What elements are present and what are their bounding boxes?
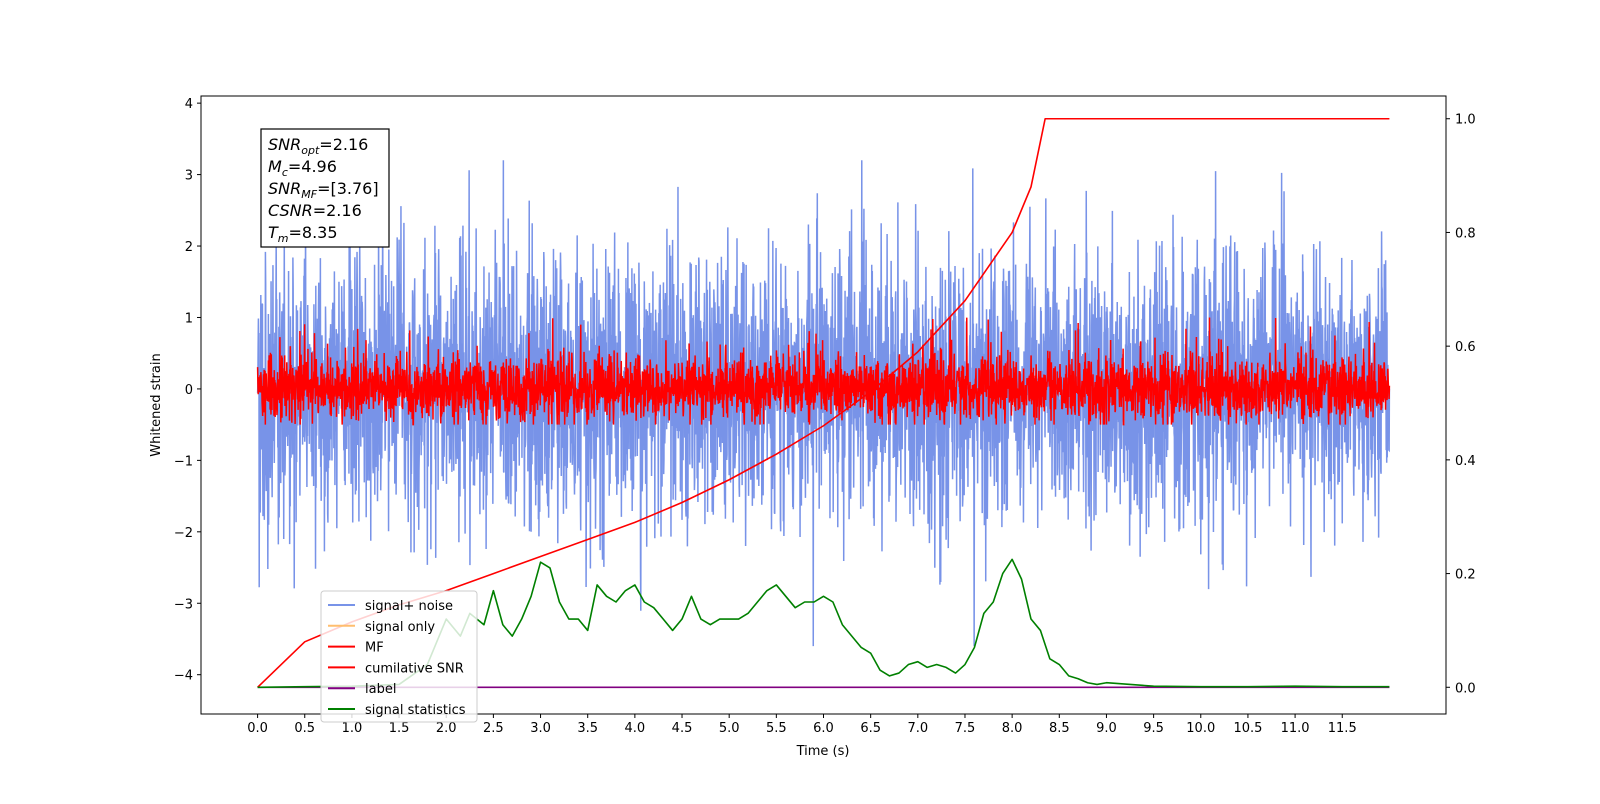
legend-label: MF bbox=[365, 641, 384, 656]
annotation-symbol: SNR bbox=[268, 135, 301, 154]
x-tick-label: 5.0 bbox=[719, 721, 740, 736]
y-tick-label: 0 bbox=[185, 383, 193, 398]
annotation-subscript: c bbox=[282, 166, 288, 179]
y-tick-label: −4 bbox=[174, 669, 193, 684]
x-tick-label: 9.5 bbox=[1143, 721, 1164, 736]
x-tick-label: 0.5 bbox=[294, 721, 315, 736]
x-tick-label: 11.5 bbox=[1328, 721, 1357, 736]
series-mf-line bbox=[256, 317, 1391, 426]
y-tick-label: −2 bbox=[174, 526, 193, 541]
annotation-symbol: M bbox=[268, 157, 282, 176]
legend-label: signal only bbox=[365, 620, 435, 635]
x-tick-label: 6.5 bbox=[860, 721, 881, 736]
x-tick-label: 7.5 bbox=[955, 721, 976, 736]
annotation-symbol: T bbox=[268, 223, 279, 242]
x-tick-label: 8.0 bbox=[1002, 721, 1023, 736]
x-tick-label: 4.0 bbox=[625, 721, 646, 736]
legend: signal+ noise signal only MF cumilative SNR… bbox=[320, 590, 478, 723]
y2-tick-label: 0.4 bbox=[1455, 454, 1476, 469]
annotation-value: =2.16 bbox=[319, 135, 368, 154]
annotation-subscript: MF bbox=[301, 188, 317, 201]
annotation-line: CSNR=2.16 bbox=[268, 201, 362, 220]
y2-axis-ticks: 1.0 0.8 0.6 0.4 0.2 0.0 bbox=[1446, 113, 1476, 696]
y-tick-label: −1 bbox=[174, 454, 193, 469]
annotation-line: SNRMF=[3.76] bbox=[268, 179, 379, 201]
annotation-symbol: SNR bbox=[268, 179, 301, 198]
annotation-value: =4.96 bbox=[288, 157, 337, 176]
x-axis-title: Time (s) bbox=[796, 744, 850, 759]
series-signal-statistics-line bbox=[257, 558, 1390, 689]
annotation-line: SNRopt=2.16 bbox=[268, 135, 368, 157]
y2-tick-label: 0.2 bbox=[1455, 568, 1476, 583]
annotation-subscript: opt bbox=[301, 144, 320, 157]
x-tick-label: 3.5 bbox=[577, 721, 598, 736]
x-axis-ticks: 0.0 0.5 1.0 1.5 2.0 2.5 3.0 3.5 4.0 4.5 5.0 5.5 6.0 6… bbox=[247, 714, 1357, 736]
annotation-value: =[3.76] bbox=[317, 179, 379, 198]
x-tick-label: 7.0 bbox=[907, 721, 928, 736]
x-tick-label: 1.0 bbox=[342, 721, 363, 736]
annotation-value: =2.16 bbox=[313, 201, 362, 220]
y-tick-label: −3 bbox=[174, 597, 193, 612]
annotation-line: Tm=8.35 bbox=[268, 223, 338, 245]
annotation-line: Mc=4.96 bbox=[268, 157, 337, 179]
x-tick-label: 11.0 bbox=[1281, 721, 1310, 736]
y2-tick-label: 0.8 bbox=[1455, 226, 1476, 241]
x-tick-label: 10.5 bbox=[1233, 721, 1262, 736]
legend-label: signal statistics bbox=[365, 703, 466, 718]
x-tick-label: 4.5 bbox=[672, 721, 693, 736]
x-tick-label: 10.0 bbox=[1186, 721, 1215, 736]
annotation-box-frame bbox=[260, 128, 390, 248]
legend-frame bbox=[320, 590, 478, 723]
series-signal-noise-line bbox=[256, 160, 1391, 647]
x-tick-label: 9.0 bbox=[1096, 721, 1117, 736]
annotation-subscript: m bbox=[278, 232, 289, 245]
y-tick-label: 2 bbox=[185, 240, 193, 255]
x-tick-label: 5.5 bbox=[766, 721, 787, 736]
x-tick-label: 2.0 bbox=[436, 721, 457, 736]
y2-tick-label: 1.0 bbox=[1455, 113, 1476, 128]
x-tick-label: 1.5 bbox=[389, 721, 410, 736]
y-axis-title: Whitened strain bbox=[149, 353, 164, 456]
y2-tick-label: 0.6 bbox=[1455, 340, 1476, 355]
x-tick-label: 6.0 bbox=[813, 721, 834, 736]
y2-tick-label: 0.0 bbox=[1455, 681, 1476, 696]
x-tick-label: 2.5 bbox=[483, 721, 504, 736]
y-tick-label: 4 bbox=[185, 97, 193, 112]
x-tick-label: 8.5 bbox=[1049, 721, 1070, 736]
legend-label: cumilative SNR bbox=[365, 661, 464, 676]
legend-label: signal+ noise bbox=[365, 599, 453, 614]
x-tick-label: 3.0 bbox=[530, 721, 551, 736]
y-tick-label: 3 bbox=[185, 169, 193, 184]
annotation-symbol: CSNR bbox=[268, 201, 313, 220]
y-axis-ticks: 4 3 2 1 0 −1 −2 −3 −4 bbox=[174, 97, 201, 684]
legend-label: label bbox=[365, 682, 396, 697]
x-tick-label: 0.0 bbox=[247, 721, 268, 736]
y-tick-label: 1 bbox=[185, 311, 193, 326]
annotation-value: =8.35 bbox=[289, 223, 338, 242]
parameter-annotation-box: SNRopt=2.16Mc=4.96SNRMF=[3.76]CSNR=2.16T… bbox=[260, 128, 390, 248]
